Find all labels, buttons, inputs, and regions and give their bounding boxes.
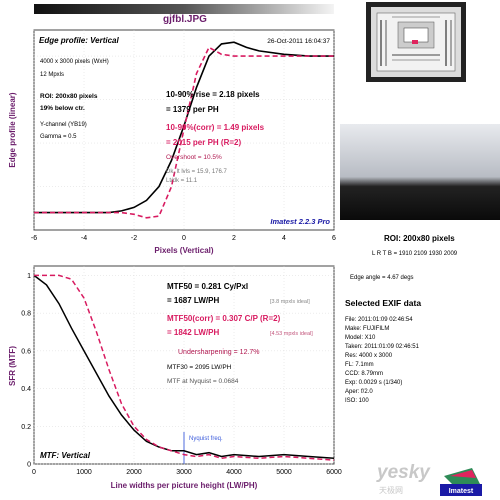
exif-title: Selected EXIF data xyxy=(345,298,421,308)
edge-overshoot: Overshoot = 10.5% xyxy=(166,154,222,161)
exif-row: CCD: 8.79mm xyxy=(345,371,383,377)
edge-gamma: Gamma = 0.5 xyxy=(40,134,77,140)
edge-series-line-magenta xyxy=(34,46,334,219)
edge-x-tick-label: -6 xyxy=(31,235,37,242)
exif-row: File: 2011:01:09 02:46:54 xyxy=(345,317,413,323)
exif-row: Aper: f/2.0 xyxy=(345,389,373,395)
mtf-x-tick-label: 4000 xyxy=(226,469,242,476)
edge-xlabel: Pixels (Vertical) xyxy=(154,246,213,255)
edge-x-tick-label: -4 xyxy=(81,235,87,242)
watermark: yesky 天极网 Imatest xyxy=(376,462,482,496)
mtf50: MTF50 = 0.281 Cy/Pxl xyxy=(167,282,248,291)
exif-row: Exp: 0.0029 s (1/340) xyxy=(345,380,402,386)
edge-curves xyxy=(34,41,334,219)
edge-x-tick-label: 0 xyxy=(182,235,186,242)
roi-edge-crop xyxy=(340,124,500,220)
mtf-x-tick-label: 5000 xyxy=(276,469,292,476)
mtf-x-tick-label: 1000 xyxy=(76,469,92,476)
edge-x-tick-label: 2 xyxy=(232,235,236,242)
edge-x-ticks: -6 -4 -2 0 2 4 6 xyxy=(31,235,336,242)
mtf-y-tick-label: 1 xyxy=(27,273,31,280)
mtf30: MTF30 = 2095 LW/PH xyxy=(167,364,232,371)
edge-x-tick-label: -2 xyxy=(131,235,137,242)
svg-text:天极网: 天极网 xyxy=(379,485,403,495)
nyquist-label: Nyquist freq. xyxy=(189,436,223,442)
edge-rise-corr: 10-90%(corr) = 1.49 pixels xyxy=(166,123,265,132)
edge-roi: ROI: 200x80 pixels xyxy=(40,93,98,100)
roi-lrtb: L R T B = 1910 2109 1930 2009 xyxy=(372,251,458,257)
mtf50-ideal: [3.8 mpxls ideal] xyxy=(270,299,310,305)
svg-text:Imatest: Imatest xyxy=(449,488,474,495)
edge-rise: 10-90% rise = 2.18 pixels xyxy=(166,90,260,99)
edge-image-size: 4000 x 3000 pixels (WxH) xyxy=(40,59,109,65)
mtf-series-line-black xyxy=(33,274,335,460)
edge-timestamp: 26-Oct-2011 16:04:37 xyxy=(267,38,330,45)
roi-edge-angle: Edge angle = 4.67 degs xyxy=(350,275,414,281)
edge-lt-dk: Lt/dk = 11.1 xyxy=(166,178,198,184)
edge-dk-lt: Dk, lt lvls = 15.9, 176.7 xyxy=(166,169,228,175)
mtf-ticks: 0 1000 2000 3000 4000 5000 6000 0 0.2 0.4 0.6 0.8 1 xyxy=(21,273,342,476)
mtf50-corr-lwph: = 1842 LW/PH xyxy=(167,328,219,337)
exif-row: ISO: 100 xyxy=(345,398,369,404)
exif-row: FL: 7.1mm xyxy=(345,362,374,368)
mtf-x-tick-label: 6000 xyxy=(326,469,342,476)
edge-rise-corr-ph: = 2015 per PH (R=2) xyxy=(166,138,241,147)
mtf-ylabel: SFR (MTF) xyxy=(8,346,17,386)
file-title: gjfbl.JPG xyxy=(163,14,207,25)
edge-x-tick-label: 4 xyxy=(282,235,286,242)
mtf-plot-grid xyxy=(33,266,335,465)
mtf-xlabel: Line widths per picture height (LW/PH) xyxy=(111,481,258,490)
edge-below-ctr: 19% below ctr. xyxy=(40,105,85,112)
mtf-x-tick-label: 2000 xyxy=(126,469,142,476)
edge-ylabel: Edge profile (linear) xyxy=(8,92,17,167)
roi-title: ROI: 200x80 pixels xyxy=(384,234,455,243)
edge-channel: Y-channel (YB19) xyxy=(40,122,87,128)
edge-x-tick-label: 6 xyxy=(332,235,336,242)
edge-inner-title: Edge profile: Vertical xyxy=(39,36,120,45)
mtf50-corr: MTF50(corr) = 0.307 C/P (R=2) xyxy=(167,314,281,323)
exif-row: Make: FUJIFILM xyxy=(345,326,389,332)
exif-row: Model: X10 xyxy=(345,335,376,341)
mtf-y-tick-label: 0 xyxy=(27,462,31,469)
mtf-curves xyxy=(33,274,335,464)
mtf-y-tick-label: 0.6 xyxy=(21,348,31,355)
mtf-y-tick-label: 0.4 xyxy=(21,386,31,393)
mtf-y-tick-label: 0.2 xyxy=(21,424,31,431)
undersharpening: Undersharpening = 12.7% xyxy=(178,349,260,356)
edge-version: Imatest 2.2.3 Pro xyxy=(270,217,330,226)
test-chart-thumbnail xyxy=(366,2,466,82)
mtf-nyquist-value: MTF at Nyquist = 0.0684 xyxy=(167,378,239,385)
gradient-strip xyxy=(34,4,334,14)
mtf-inner-title: MTF: Vertical xyxy=(40,451,91,460)
edge-mpixels: 12 Mpxls xyxy=(40,72,64,78)
mtf50-lwph: = 1687 LW/PH xyxy=(167,296,219,305)
mtf-x-tick-label: 3000 xyxy=(176,469,192,476)
svg-text:yesky: yesky xyxy=(376,462,431,483)
exif-rows: File: 2011:01:09 02:46:54 Make: FUJIFILM M… xyxy=(345,317,420,404)
mtf-x-tick-label: 0 xyxy=(32,469,36,476)
edge-plot-grid xyxy=(33,30,335,230)
mtf50-corr-ideal: [4.53 mpxls ideal] xyxy=(270,331,313,337)
mtf-y-tick-label: 0.8 xyxy=(21,311,31,318)
exif-row: Res: 4000 x 3000 xyxy=(345,353,393,359)
exif-row: Taken: 2011:01:09 02:46:51 xyxy=(345,344,420,350)
edge-rise-ph: = 1379 per PH xyxy=(166,105,219,114)
